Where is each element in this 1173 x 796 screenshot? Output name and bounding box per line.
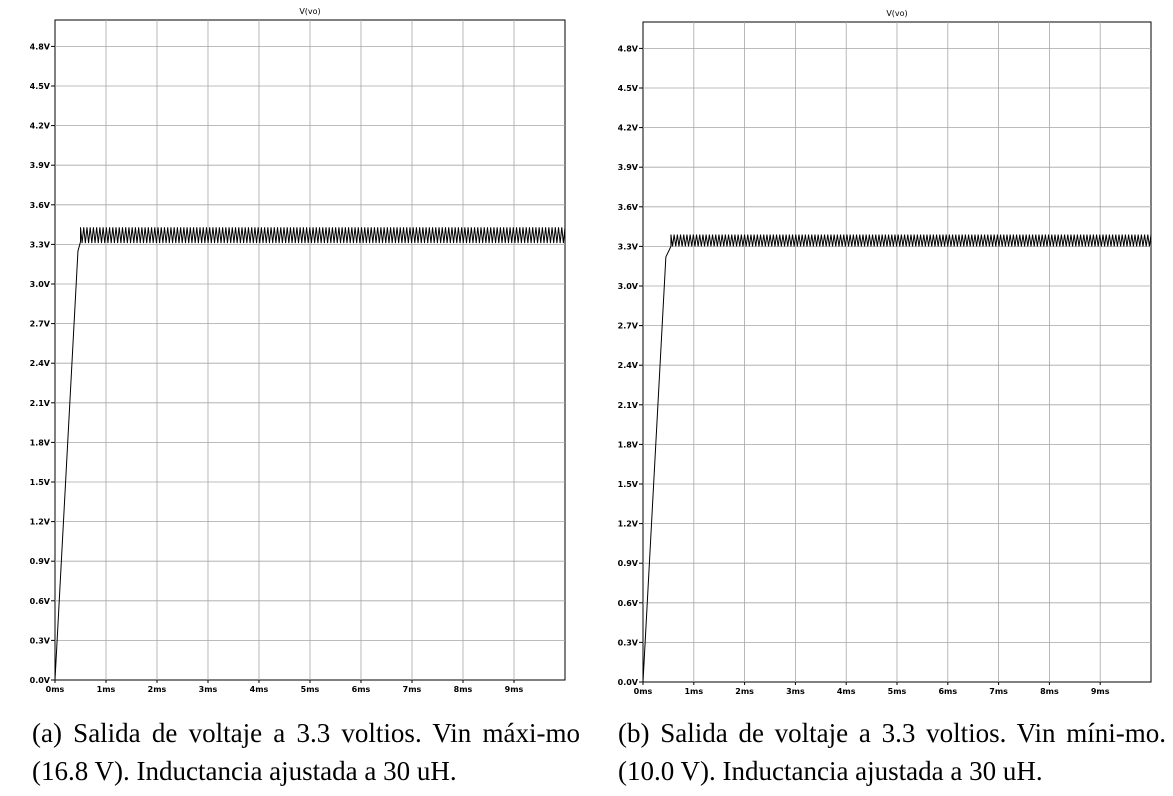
- y-tick-label: 0.3V: [30, 636, 51, 645]
- x-tick-label: 0ms: [46, 685, 65, 694]
- x-tick-label: 1ms: [684, 687, 703, 696]
- x-tick-label: 0ms: [634, 687, 653, 696]
- x-tick-label: 5ms: [888, 687, 907, 696]
- x-tick-label: 4ms: [837, 687, 856, 696]
- caption-a: (a) Salida de voltaje a 3.3 voltios. Vin…: [32, 718, 580, 786]
- y-tick-label: 0.9V: [618, 559, 639, 568]
- y-tick-label: 4.5V: [30, 82, 51, 91]
- y-tick-label: 3.3V: [618, 242, 639, 251]
- x-tick-label: 6ms: [938, 687, 957, 696]
- y-tick-label: 4.5V: [618, 84, 639, 93]
- x-tick-label: 6ms: [352, 685, 371, 694]
- voltage-chart-b: V(vo) 0.0V 0.3V 0.6V 0.9V 1.2V 1.5V 1.8V 2.1V 2.4…: [618, 9, 1152, 696]
- x-tick-label: 2ms: [148, 685, 167, 694]
- x-tick-label: 1ms: [97, 685, 116, 694]
- y-tick-label: 2.7V: [618, 322, 639, 331]
- voltage-series-line: [642, 234, 1152, 683]
- caption-b: (b) Salida de voltaje a 3.3 voltios. Vin…: [618, 718, 1166, 786]
- y-tick-label: 1.8V: [30, 438, 51, 447]
- y-tick-label: 1.2V: [618, 520, 639, 529]
- y-tick-label: 2.1V: [618, 401, 639, 410]
- y-tick-label: 4.2V: [618, 124, 639, 133]
- y-tick-label: 0.0V: [30, 676, 51, 685]
- y-tick-label: 1.2V: [30, 518, 51, 527]
- chart-panel-b: V(vo) 0.0V 0.3V 0.6V 0.9V 1.2V 1.5V 1.8V 2.1V 2.4…: [588, 0, 1173, 796]
- x-tick-label: 2ms: [735, 687, 754, 696]
- y-tick-label: 2.7V: [30, 320, 51, 329]
- chart-title: V(vo): [886, 9, 907, 18]
- voltage-series-line: [54, 227, 566, 681]
- y-tick-label: 2.1V: [30, 399, 51, 408]
- y-tick-label: 3.0V: [30, 280, 51, 289]
- voltage-chart-a: V(vo) 0.0V 0.3V 0.6V 0.9V 1.2V 1.5V 1.8V 2.1V 2.4…: [30, 7, 566, 694]
- y-tick-label: 2.4V: [30, 359, 51, 368]
- x-tick-label: 3ms: [786, 687, 805, 696]
- y-tick-label: 3.9V: [30, 161, 51, 170]
- y-tick-label: 1.5V: [30, 478, 51, 487]
- y-tick-label: 3.3V: [30, 240, 51, 249]
- y-tick-label: 2.4V: [618, 361, 639, 370]
- y-tick-label: 0.6V: [30, 597, 51, 606]
- y-tick-label: 3.6V: [30, 201, 51, 210]
- x-tick-label: 9ms: [505, 685, 524, 694]
- x-tick-label: 5ms: [301, 685, 320, 694]
- y-tick-label: 0.3V: [618, 638, 639, 647]
- y-tick-label: 3.9V: [618, 163, 639, 172]
- x-tick-label: 8ms: [454, 685, 473, 694]
- y-tick-label: 3.6V: [618, 203, 639, 212]
- chart-title: V(vo): [299, 7, 320, 16]
- y-tick-label: 3.0V: [618, 282, 639, 291]
- x-tick-label: 4ms: [250, 685, 269, 694]
- x-tick-label: 7ms: [989, 687, 1008, 696]
- y-tick-label: 4.8V: [618, 44, 639, 53]
- chart-panel-a: V(vo) 0.0V 0.3V 0.6V 0.9V 1.2V 1.5V 1.8V 2.1V 2.4…: [0, 0, 580, 796]
- x-tick-label: 9ms: [1091, 687, 1110, 696]
- y-tick-label: 1.8V: [618, 440, 639, 449]
- y-tick-label: 0.6V: [618, 599, 639, 608]
- y-tick-label: 1.5V: [618, 480, 639, 489]
- y-tick-label: 4.8V: [30, 42, 51, 51]
- x-tick-label: 3ms: [199, 685, 218, 694]
- y-tick-label: 4.2V: [30, 122, 51, 131]
- x-tick-label: 8ms: [1040, 687, 1059, 696]
- x-tick-label: 7ms: [403, 685, 422, 694]
- y-tick-label: 0.9V: [30, 557, 51, 566]
- y-tick-label: 0.0V: [618, 678, 639, 687]
